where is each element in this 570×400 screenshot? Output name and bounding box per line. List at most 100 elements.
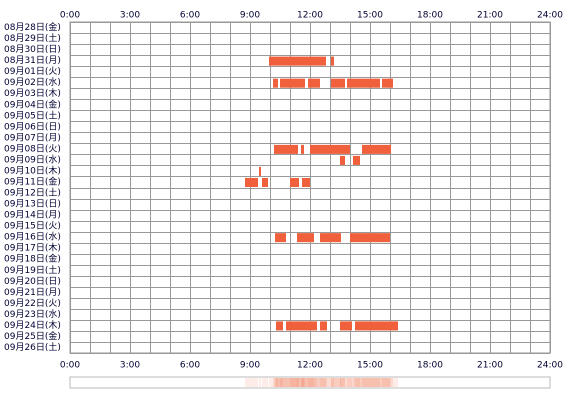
- activity-bar: [273, 78, 278, 88]
- x-tick-label: 12:00: [297, 361, 323, 371]
- activity-bar: [340, 321, 352, 331]
- summary-strip: [69, 376, 551, 389]
- summary-band: [280, 378, 305, 387]
- row-label: 09月04日(金): [4, 98, 61, 110]
- activity-bar: [350, 233, 390, 243]
- row-label: 09月22日(火): [4, 298, 61, 309]
- x-tick-label: 9:00: [240, 11, 260, 21]
- activity-bar: [355, 321, 398, 331]
- row-label: 09月23日(水): [4, 308, 61, 320]
- row-label: 09月26日(土): [4, 341, 61, 353]
- activity-bar: [269, 56, 326, 66]
- activity-bar: [275, 233, 286, 243]
- x-tick-label: 6:00: [180, 361, 200, 371]
- row-label: 08月30日(日): [4, 44, 61, 55]
- summary-band: [259, 378, 261, 387]
- summary-band: [302, 378, 310, 387]
- row-label: 09月11日(金): [4, 175, 61, 187]
- row-label: 09月15日(火): [4, 221, 61, 232]
- activity-bar: [353, 155, 360, 165]
- row-label: 09月25日(金): [4, 330, 61, 342]
- x-tick-label: 3:00: [120, 11, 140, 21]
- x-tick-label: 3:00: [120, 361, 140, 371]
- activity-bar: [290, 177, 299, 187]
- row-label: 09月18日(金): [4, 253, 61, 265]
- activity-bar: [259, 166, 261, 176]
- x-tick-label: 21:00: [477, 11, 503, 21]
- x-tick-label: 6:00: [180, 11, 200, 21]
- summary-band: [382, 378, 393, 387]
- activity-bar: [297, 233, 314, 243]
- summary-band: [308, 378, 320, 387]
- activity-bar: [340, 155, 345, 165]
- activity-bar: [347, 78, 380, 88]
- summary-band: [310, 378, 350, 387]
- summary-band: [340, 378, 352, 387]
- summary-band: [297, 378, 314, 387]
- row-label: 09月20日(日): [4, 276, 61, 287]
- row-label: 08月31日(月): [4, 55, 61, 66]
- row-label: 09月13日(日): [4, 199, 61, 210]
- row-label: 09月08日(火): [4, 143, 61, 154]
- summary-band: [362, 378, 391, 387]
- x-tick-label: 0:00: [60, 361, 80, 371]
- summary-band: [276, 378, 283, 387]
- summary-band: [340, 378, 345, 387]
- summary-band: [331, 378, 345, 387]
- row-label: 09月01日(火): [4, 66, 61, 77]
- x-tick-label: 9:00: [240, 361, 260, 371]
- summary-band: [347, 378, 380, 387]
- activity-bar: [382, 78, 393, 88]
- x-tick-label: 0:00: [60, 11, 80, 21]
- activity-bar: [286, 321, 317, 331]
- summary-band: [350, 378, 390, 387]
- activity-bar: [308, 78, 320, 88]
- activity-bar: [301, 144, 304, 154]
- activity-bar: [320, 233, 341, 243]
- summary-band: [290, 378, 299, 387]
- summary-band: [275, 378, 286, 387]
- summary-band: [274, 378, 298, 387]
- activity-bar: [310, 144, 350, 154]
- row-label: 09月09日(水): [4, 153, 61, 165]
- x-tick-label: 15:00: [357, 11, 383, 21]
- activity-bar: [280, 78, 305, 88]
- x-tick-label: 24:00: [537, 361, 563, 371]
- activity-bar: [245, 177, 258, 187]
- activity-bar: [331, 78, 345, 88]
- activity-bar: [302, 177, 310, 187]
- row-label: 09月10日(木): [4, 164, 61, 176]
- summary-band: [286, 378, 317, 387]
- x-tick-label: 24:00: [537, 11, 563, 21]
- summary-band: [331, 378, 334, 387]
- row-label: 09月03日(木): [4, 87, 61, 99]
- x-tick-label: 18:00: [417, 11, 443, 21]
- summary-band: [269, 378, 326, 387]
- row-label: 08月29日(土): [4, 32, 61, 44]
- row-label: 08月28日(金): [4, 21, 61, 33]
- activity-bar: [320, 321, 327, 331]
- activity-bar: [262, 177, 268, 187]
- row-label: 09月12日(土): [4, 187, 61, 199]
- row-label: 09月07日(月): [4, 132, 61, 143]
- summary-band: [320, 378, 341, 387]
- activity-bar: [274, 144, 298, 154]
- row-label: 09月21日(月): [4, 287, 61, 298]
- summary-band: [301, 378, 304, 387]
- activity-bar: [276, 321, 283, 331]
- row-label: 09月14日(月): [4, 210, 61, 221]
- row-label: 09月02日(水): [4, 76, 61, 88]
- summary-band: [353, 378, 360, 387]
- row-label: 09月05日(土): [4, 109, 61, 121]
- row-label: 09月06日(日): [4, 121, 61, 132]
- summary-band: [273, 378, 278, 387]
- summary-band: [245, 378, 258, 387]
- x-tick-label: 21:00: [477, 361, 503, 371]
- x-tick-label: 18:00: [417, 361, 443, 371]
- summary-band: [262, 378, 268, 387]
- summary-band: [355, 378, 398, 387]
- activity-bar: [331, 56, 334, 66]
- summary-band: [320, 378, 327, 387]
- row-label: 09月17日(木): [4, 242, 61, 254]
